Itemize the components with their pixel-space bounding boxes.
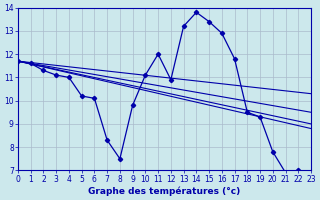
X-axis label: Graphe des températures (°c): Graphe des températures (°c): [88, 186, 241, 196]
